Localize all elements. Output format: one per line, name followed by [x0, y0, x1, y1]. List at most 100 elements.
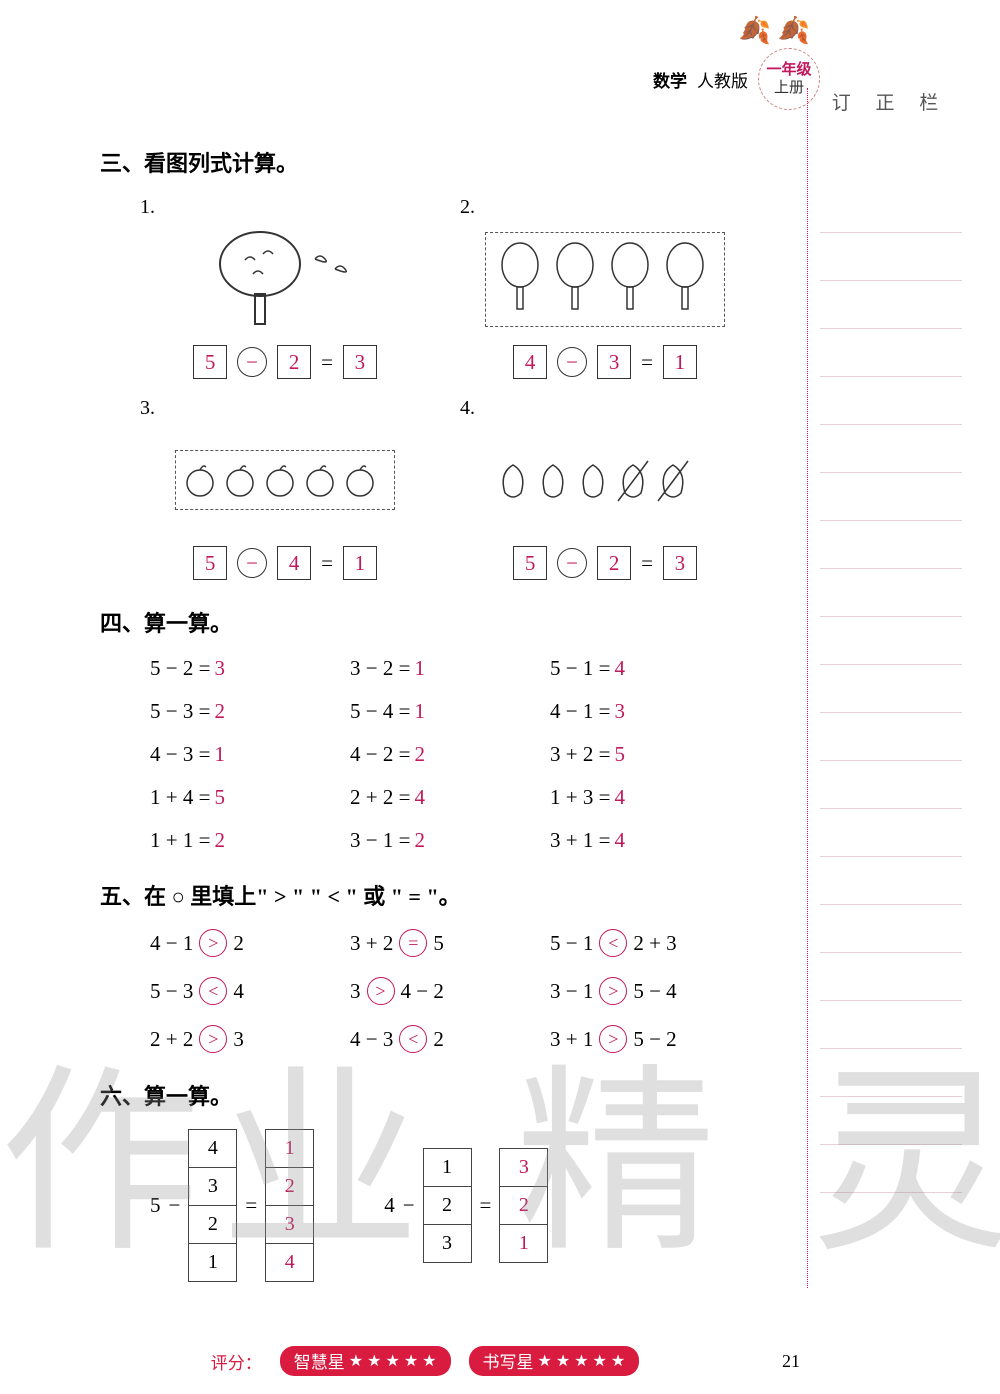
result-cell: 1 [266, 1130, 314, 1168]
star-icon [574, 1351, 588, 1371]
result-cell: 2 [266, 1168, 314, 1206]
edition-label: 人教版 [697, 67, 748, 92]
badge1-label: 智慧星 [294, 1348, 345, 1373]
expression: 3 − 1 = [350, 828, 410, 853]
answer: 4 [414, 785, 425, 810]
arithmetic-item: 2 + 2 =4 [350, 785, 550, 810]
star-icon [422, 1351, 436, 1371]
subtrahend-cell: 3 [423, 1225, 471, 1263]
expression: 2 + 2 = [350, 785, 410, 810]
subtrahend-column: 123 [423, 1148, 472, 1263]
section3-title: 三、看图列式计算。 [100, 146, 750, 178]
comparison-item: 3 + 2=5 [350, 929, 550, 957]
expression: 1 + 4 = [150, 785, 210, 810]
comparison-answer: = [399, 929, 427, 957]
decorative-leaves: 🍂 🍂 [739, 16, 810, 46]
result-cell: 3 [500, 1149, 548, 1187]
result-box: 1 [663, 345, 697, 379]
left-expr: 3 + 2 [350, 931, 393, 956]
equals-sign: = [321, 350, 333, 375]
right-expr: 2 [233, 931, 244, 956]
expression: 5 − 1 = [550, 656, 610, 681]
s3-eq-4: 5 − 2 = 3 [460, 546, 750, 580]
s3-item-2: 2. 4 − 3 [460, 196, 750, 379]
result-cell: 4 [266, 1244, 314, 1282]
content-area: 三、看图列式计算。 1. 5 − 2 = 3 [100, 146, 750, 1282]
answer: 1 [414, 656, 425, 681]
section5-title: 五、在 ○ 里填上" > " " < " 或 " = "。 [100, 879, 750, 911]
comparison-item: 4 − 3<2 [350, 1025, 550, 1053]
arithmetic-item: 1 + 4 =5 [150, 785, 350, 810]
section3-grid: 1. 5 − 2 = 3 [100, 196, 750, 580]
answer: 2 [214, 828, 225, 853]
answer: 1 [414, 699, 425, 724]
minuend: 5 [150, 1193, 161, 1218]
star-icon [538, 1351, 552, 1371]
comparison-item: 3 + 1>5 − 2 [550, 1025, 750, 1053]
worksheet-page: 🍂 🍂 数学 人教版 一年级 上册 订 正 栏 三、看图列式计算。 1. [0, 0, 1000, 1394]
comparison-item: 5 − 3<4 [150, 977, 350, 1005]
result-box: 3 [343, 345, 377, 379]
answer: 4 [614, 828, 625, 853]
answer: 2 [414, 828, 425, 853]
comparison-answer: > [199, 1025, 227, 1053]
subtrahend-cell: 3 [189, 1168, 237, 1206]
answer: 3 [614, 699, 625, 724]
comparison-answer: < [399, 1025, 427, 1053]
star-icon [593, 1351, 607, 1371]
arithmetic-item: 4 − 3 =1 [150, 742, 350, 767]
comparison-item: 2 + 2>3 [150, 1025, 350, 1053]
left-expr: 4 − 1 [150, 931, 193, 956]
expression: 3 + 1 = [550, 828, 610, 853]
section6-row: 5−4321=12344−123=321 [100, 1129, 750, 1282]
s3-item-4: 4. 5 − 2 = [460, 397, 750, 580]
answer: 5 [614, 742, 625, 767]
minuend: 4 [384, 1193, 395, 1218]
expression: 4 − 2 = [350, 742, 410, 767]
grade-line2: 上册 [774, 79, 804, 97]
right-expr: 4 [233, 979, 244, 1004]
star-icon [385, 1351, 399, 1371]
s3-num: 4. [460, 397, 475, 419]
comparison-item: 3 − 1>5 − 4 [550, 977, 750, 1005]
left-expr: 3 + 1 [550, 1027, 593, 1052]
s3-item-3: 3. 5 − [140, 397, 430, 580]
star-icon [367, 1351, 381, 1371]
left-expr: 4 − 3 [350, 1027, 393, 1052]
s3-item-1: 1. 5 − 2 = 3 [140, 196, 430, 379]
correction-title: 订 正 栏 [808, 88, 962, 115]
comparison-answer: > [199, 929, 227, 957]
s3-eq-1: 5 − 2 = 3 [140, 345, 430, 379]
arithmetic-item: 5 − 2 =3 [150, 656, 350, 681]
minus-sign: − [169, 1193, 181, 1218]
result-cell: 1 [500, 1225, 548, 1263]
right-expr: 3 [233, 1027, 244, 1052]
operand-box: 4 [277, 546, 311, 580]
s3-num: 3. [140, 397, 155, 419]
star-icon [556, 1351, 570, 1371]
operand-box: 5 [513, 546, 547, 580]
left-expr: 3 − 1 [550, 979, 593, 1004]
comparison-answer: < [199, 977, 227, 1005]
badge2-label: 书写星 [483, 1348, 534, 1373]
comparison-answer: < [599, 929, 627, 957]
page-footer: 评分： 智慧星 书写星 [100, 1346, 750, 1376]
result-box: 1 [343, 546, 377, 580]
expression: 5 − 3 = [150, 699, 210, 724]
answer: 1 [214, 742, 225, 767]
subtraction-table-group: 5−4321=1234 [150, 1129, 314, 1282]
expression: 5 − 2 = [150, 656, 210, 681]
right-expr: 5 [433, 931, 444, 956]
comparison-answer: > [599, 1025, 627, 1053]
result-cell: 2 [500, 1187, 548, 1225]
arithmetic-item: 3 + 1 =4 [550, 828, 750, 853]
equals-sign: = [480, 1193, 492, 1218]
subject-label: 数学 [653, 67, 687, 92]
expression: 4 − 3 = [150, 742, 210, 767]
operand-box: 2 [277, 345, 311, 379]
arithmetic-item: 4 − 2 =2 [350, 742, 550, 767]
subtrahend-cell: 1 [423, 1149, 471, 1187]
answer: 4 [614, 656, 625, 681]
arithmetic-item: 1 + 1 =2 [150, 828, 350, 853]
s3-num: 2. [460, 196, 475, 218]
